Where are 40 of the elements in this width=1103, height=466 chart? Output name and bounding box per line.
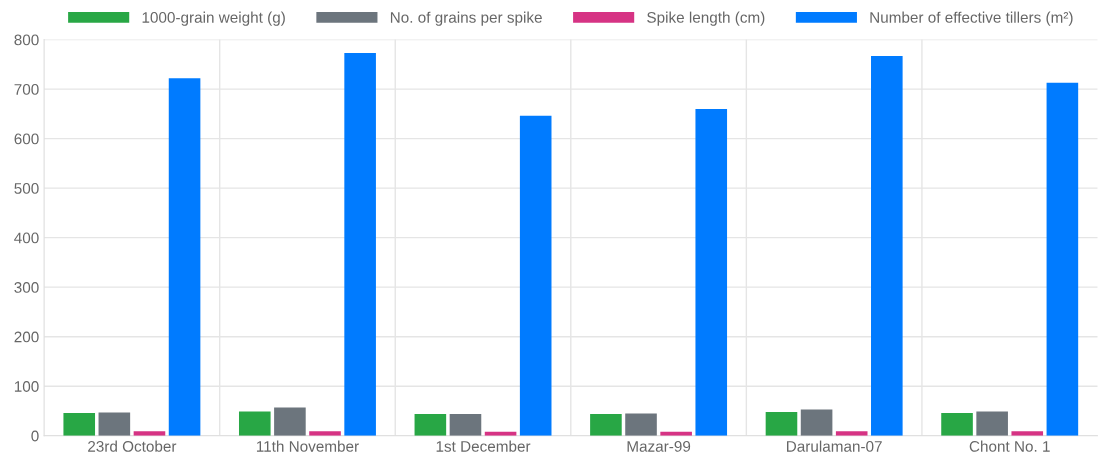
bar [590, 413, 622, 436]
y-tick-label: 500 [14, 183, 39, 194]
bar [1011, 431, 1044, 436]
y-tick-label: 200 [14, 331, 39, 343]
y-tick-label: 300 [14, 282, 39, 293]
legend-label: Spike length (cm) [647, 11, 765, 26]
bar [941, 412, 973, 436]
bar [1046, 82, 1079, 436]
y-tick-label: 800 [14, 34, 39, 46]
bar [519, 115, 552, 436]
y-tick-label: 700 [14, 83, 39, 95]
legend-label: 1000-grain weight (g) [142, 11, 285, 26]
bar [168, 78, 201, 436]
y-tick-label: 400 [14, 232, 39, 244]
bar [871, 55, 903, 436]
x-tick-label: 23rd October [88, 440, 177, 452]
bar [800, 409, 833, 436]
bar [414, 413, 447, 436]
bar [274, 407, 306, 436]
x-tick-label: 1st December [436, 440, 531, 452]
bar [309, 431, 341, 436]
bar [238, 411, 271, 436]
bar [344, 52, 376, 436]
bar [765, 411, 798, 436]
y-tick-label: 0 [31, 430, 39, 442]
bar [976, 411, 1008, 436]
bar [835, 431, 868, 436]
y-tick-label: 600 [14, 133, 39, 145]
bar [98, 412, 131, 436]
legend-label: No. of grains per spike [390, 11, 542, 26]
y-tick-label: 100 [14, 381, 39, 392]
legend-label: Number of effective tillers (m²) [870, 11, 1073, 26]
bar [695, 108, 728, 436]
bar [625, 413, 657, 436]
x-tick-label: Chont No. 1 [969, 440, 1050, 452]
x-tick-label: Mazar-99 [627, 440, 691, 452]
bar [63, 412, 96, 436]
x-tick-label: Darulaman-07 [787, 440, 882, 452]
bar [449, 413, 482, 436]
x-tick-label: 11th November [256, 440, 359, 452]
